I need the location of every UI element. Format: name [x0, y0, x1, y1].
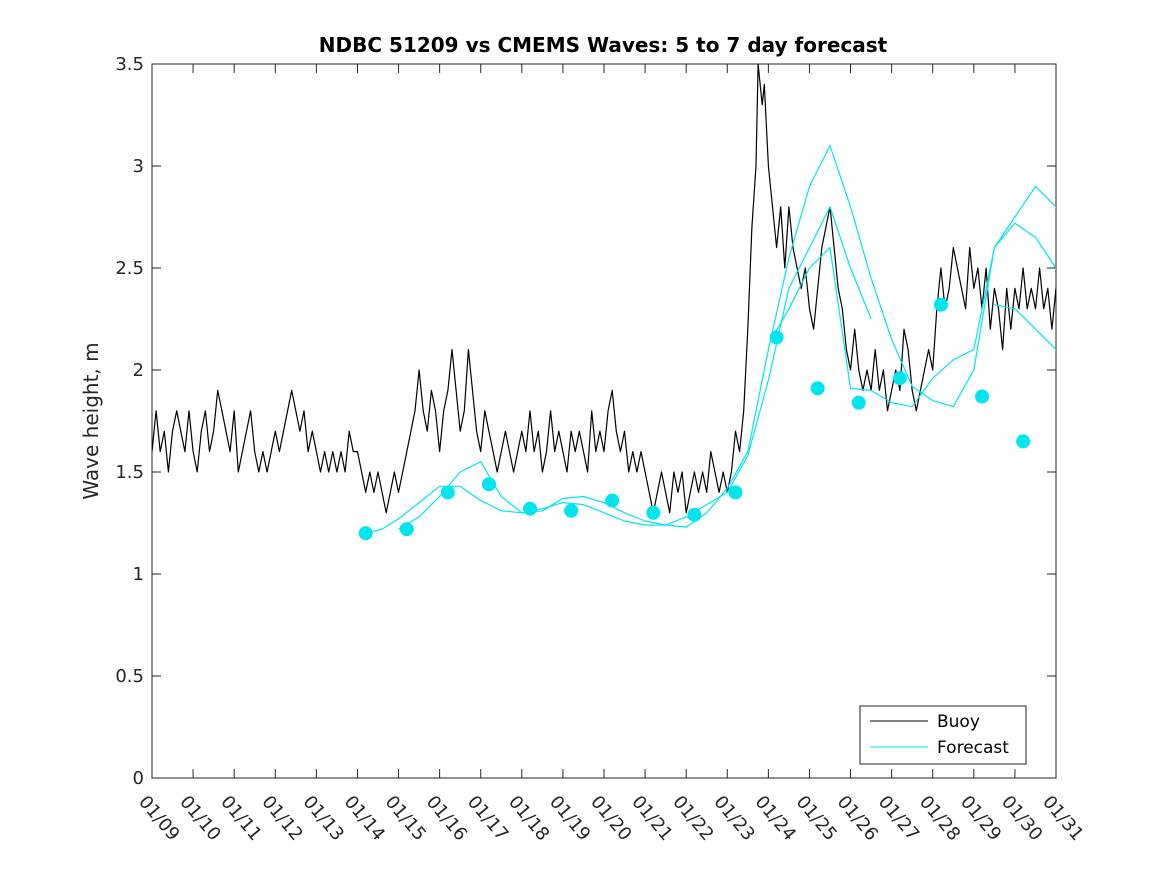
- x-tick-label: 01/10: [175, 792, 224, 845]
- y-tick-label: 2: [133, 360, 144, 381]
- y-axis-label: Wave height, m: [79, 342, 103, 499]
- y-tick-label: 0.5: [115, 666, 144, 687]
- x-tick-label: 01/25: [792, 792, 841, 845]
- forecast-marker: [851, 395, 866, 410]
- x-tick-label: 01/30: [997, 792, 1046, 845]
- y-tick-label: 3: [133, 156, 144, 177]
- x-tick-label: 01/12: [257, 792, 306, 845]
- x-tick-label: 01/22: [668, 792, 717, 845]
- forecast-marker: [358, 526, 373, 541]
- forecast-marker: [481, 477, 496, 492]
- forecast-marker: [728, 485, 743, 500]
- x-tick-label: 01/31: [1038, 792, 1087, 845]
- x-tick-label: 01/26: [833, 792, 882, 845]
- x-tick-label: 01/14: [340, 792, 389, 845]
- forecast-marker: [1016, 434, 1031, 449]
- legend-box: [859, 705, 1027, 765]
- forecast-marker: [933, 297, 948, 312]
- forecast-marker: [440, 485, 455, 500]
- x-tick-label: 01/15: [381, 792, 430, 845]
- forecast-marker: [605, 493, 620, 508]
- legend-buoy-label: Buoy: [937, 712, 980, 732]
- x-tick-label: 01/17: [463, 792, 512, 845]
- y-axis: 0 0.5 1 1.5 2 2.5 3 3.5: [115, 54, 1056, 789]
- forecast-line: [365, 206, 872, 534]
- x-tick-label: 01/29: [956, 792, 1005, 845]
- y-tick-label: 2.5: [115, 258, 144, 279]
- x-tick-label: 01/20: [586, 792, 635, 845]
- forecast-line: [994, 304, 1056, 351]
- forecast-marker: [687, 507, 702, 522]
- x-tick-label: 01/24: [751, 792, 800, 845]
- y-tick-label: 0: [133, 768, 144, 789]
- y-tick-label: 3.5: [115, 54, 144, 75]
- x-tick-label: 01/23: [709, 792, 758, 845]
- x-tick-label: 01/28: [915, 792, 964, 845]
- forecast-marker: [769, 330, 784, 345]
- forecast-marker: [564, 503, 579, 518]
- forecast-marker: [399, 522, 414, 537]
- forecast-marker: [810, 381, 825, 396]
- forecast-line: [771, 222, 1056, 408]
- legend: Buoy Forecast: [859, 705, 1027, 765]
- x-tick-label: 01/19: [545, 792, 594, 845]
- x-tick-label: 01/21: [627, 792, 676, 845]
- forecast-marker: [523, 501, 538, 516]
- x-tick-label: 01/27: [874, 792, 923, 845]
- x-tick-label: 01/16: [422, 792, 471, 845]
- forecast-marker: [975, 389, 990, 404]
- plot-frame: [151, 63, 1057, 779]
- forecast-marker: [892, 371, 907, 386]
- x-tick-label: 01/11: [216, 792, 265, 845]
- forecast-markers: [358, 297, 1031, 541]
- x-tick-label: 01/09: [134, 792, 183, 845]
- legend-forecast-label: Forecast: [937, 738, 1009, 758]
- y-tick-label: 1: [133, 564, 144, 585]
- x-tick-label: 01/18: [504, 792, 553, 845]
- x-tick-label: 01/13: [299, 792, 348, 845]
- forecast-line: [398, 145, 1056, 530]
- y-tick-label: 1.5: [115, 462, 144, 483]
- forecast-marker: [646, 505, 661, 520]
- chart-title: NDBC 51209 vs CMEMS Waves: 5 to 7 day fo…: [319, 33, 888, 57]
